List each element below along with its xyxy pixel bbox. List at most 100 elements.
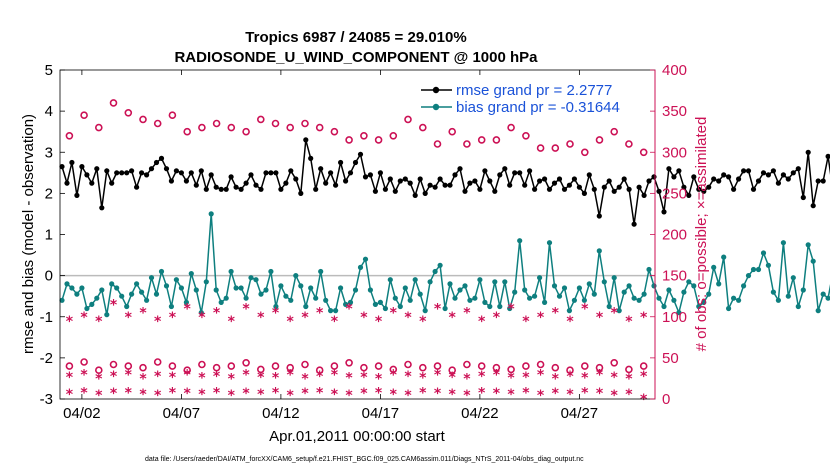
rmse-point bbox=[268, 170, 274, 176]
bias-point bbox=[626, 283, 632, 289]
bias-point bbox=[148, 275, 155, 281]
bias-point bbox=[745, 273, 752, 279]
assimilated-obs-point: * bbox=[110, 369, 118, 385]
bias-point bbox=[775, 297, 782, 303]
possible-obs-point bbox=[389, 132, 398, 140]
bias-point bbox=[74, 291, 80, 297]
bias-point bbox=[726, 305, 732, 312]
rmse-point bbox=[551, 180, 558, 186]
assimilated-obs-point: * bbox=[169, 370, 177, 386]
assimilated-obs-point: * bbox=[404, 310, 412, 326]
bias-point bbox=[601, 279, 607, 285]
assimilated-obs-point: * bbox=[419, 371, 427, 387]
bias-point bbox=[512, 289, 518, 295]
rmse-point bbox=[74, 192, 80, 198]
rmse-point bbox=[333, 182, 339, 188]
bias-point bbox=[596, 248, 602, 254]
bias-point bbox=[556, 293, 563, 299]
assimilated-obs-point: * bbox=[287, 314, 295, 330]
possible-obs-point bbox=[301, 119, 309, 128]
assimilated-obs-point: * bbox=[537, 367, 545, 383]
possible-obs-point bbox=[95, 366, 103, 375]
footnote: data file: /Users/raeder/DAI/ATM_forcXX/… bbox=[145, 456, 584, 463]
rmse-point bbox=[417, 176, 423, 182]
assimilated-obs-point: * bbox=[463, 306, 471, 322]
assimilated-obs-point: * bbox=[184, 367, 192, 383]
assimilated-obs-point: * bbox=[139, 387, 147, 403]
bias-point bbox=[278, 283, 284, 289]
bias-point bbox=[681, 289, 687, 295]
bias-point bbox=[770, 289, 777, 295]
assimilated-obs-point: * bbox=[242, 386, 250, 402]
possible-obs-point bbox=[330, 362, 339, 370]
possible-obs-point bbox=[463, 140, 471, 148]
assimilated-obs-point: * bbox=[596, 386, 604, 402]
possible-obs-point bbox=[404, 115, 412, 124]
bias-point bbox=[357, 264, 364, 270]
possible-obs-point bbox=[374, 362, 383, 370]
rmse-point bbox=[686, 192, 692, 198]
bias-point bbox=[686, 279, 692, 285]
x-tick-label: 04/22 bbox=[461, 405, 499, 422]
possible-obs-point bbox=[124, 362, 133, 370]
possible-obs-point bbox=[580, 148, 589, 157]
assimilated-obs-point: * bbox=[257, 370, 265, 386]
rmse-point bbox=[477, 186, 483, 192]
bias-point bbox=[119, 293, 125, 299]
bias-point bbox=[800, 287, 806, 293]
rmse-point bbox=[233, 184, 239, 190]
bias-point bbox=[576, 285, 583, 291]
possible-obs-point bbox=[168, 362, 177, 370]
assimilated-obs-point: * bbox=[331, 367, 339, 383]
rmse-point bbox=[775, 180, 782, 186]
possible-obs-point bbox=[256, 365, 265, 374]
assimilated-obs-point: * bbox=[110, 297, 118, 313]
rmse-point bbox=[218, 186, 224, 192]
y-axis-left: -3 -2 -1 0 1 2 3 4 5 bbox=[40, 62, 65, 408]
y2-tick-label: 300 bbox=[662, 144, 687, 161]
rmse-point bbox=[208, 172, 214, 178]
rmse-point bbox=[800, 194, 806, 201]
bias-point bbox=[621, 289, 627, 295]
possible-obs-point bbox=[109, 360, 118, 369]
possible-obs-point bbox=[433, 140, 442, 148]
x-axis: 04/02 04/07 04/12 04/17 04/22 04/27 bbox=[63, 70, 598, 422]
possible-obs-point bbox=[286, 363, 295, 372]
rmse-point bbox=[382, 186, 388, 192]
assimilated-obs-point: * bbox=[287, 367, 295, 383]
rmse-point bbox=[760, 170, 767, 176]
rmse-point bbox=[611, 188, 617, 194]
rmse-point bbox=[198, 168, 204, 174]
rmse-point bbox=[412, 192, 418, 198]
rmse-point bbox=[681, 184, 687, 190]
rmse-point bbox=[387, 176, 393, 182]
assimilated-obs-point: * bbox=[390, 387, 398, 403]
bias-point bbox=[467, 297, 473, 303]
rmse-point bbox=[601, 184, 607, 190]
bias-point bbox=[656, 295, 662, 301]
bias-point bbox=[795, 303, 801, 310]
bias-point bbox=[352, 287, 359, 293]
bias-point bbox=[333, 308, 339, 314]
bias-point bbox=[581, 297, 588, 303]
assimilated-obs-point: * bbox=[154, 388, 162, 404]
rmse-point bbox=[258, 186, 264, 192]
assimilated-obs-point: * bbox=[95, 314, 103, 330]
rmse-point bbox=[193, 182, 199, 188]
possible-obs-point bbox=[639, 362, 648, 370]
bias-point bbox=[711, 264, 717, 270]
bias-point bbox=[248, 275, 254, 281]
rmse-point bbox=[512, 170, 518, 176]
assimilated-obs-point: * bbox=[360, 386, 368, 402]
bias-point bbox=[755, 266, 762, 273]
possible-obs-point bbox=[536, 144, 545, 152]
rmse-point bbox=[825, 153, 830, 159]
assimilated-obs-point: * bbox=[301, 371, 309, 387]
bias-point bbox=[178, 285, 184, 291]
assimilated-obs-point: * bbox=[596, 310, 604, 326]
possible-obs-point bbox=[360, 132, 368, 140]
rmse-point bbox=[442, 182, 448, 188]
assimilated-obs-point: * bbox=[272, 385, 280, 401]
bias-point bbox=[591, 291, 597, 297]
series-assim-low-b: * * * * * * * * * * * * * * * * * * * * * * * * * * * * * * * * * * * * * * * * bbox=[66, 385, 648, 408]
